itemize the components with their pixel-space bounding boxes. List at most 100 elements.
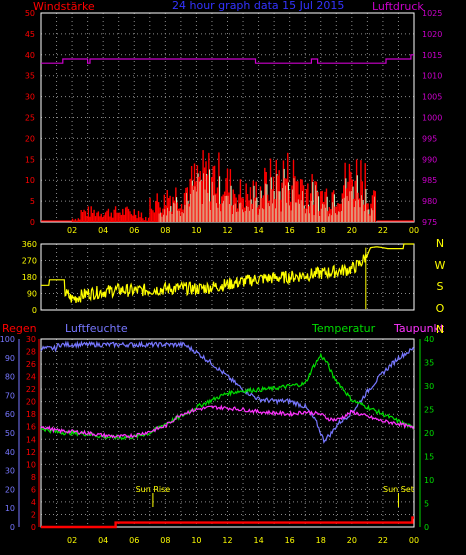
- climate-plot-frame: [40, 338, 415, 528]
- temperature-y-tick: 40: [424, 335, 434, 344]
- temperature-axis-label: Temperatur: [311, 322, 376, 335]
- wind-axis-label: Windstärke: [33, 0, 95, 13]
- dewpoint-axis-label: Taupunkt: [393, 322, 445, 335]
- humidity-y-tick: 90: [5, 354, 15, 363]
- climate-x-tick: 06: [129, 536, 139, 545]
- humidity-y-tick: 60: [5, 410, 15, 419]
- rain-y-tick: 0: [31, 523, 36, 532]
- wind-x-tick: 00: [409, 226, 419, 235]
- climate-x-tick: 12: [222, 536, 232, 545]
- pressure-y-tick: 985: [422, 176, 437, 185]
- compass-label: N: [436, 237, 444, 250]
- temperature-y-tick: 10: [424, 476, 434, 485]
- humidity-y-tick: 10: [5, 504, 15, 513]
- wind-x-tick: 02: [67, 226, 77, 235]
- chart-title: 24 hour graph data 15 Jul 2015: [172, 0, 344, 12]
- temperature-y-tick: 25: [424, 406, 434, 415]
- rain-y-tick: 26: [26, 360, 36, 369]
- pressure-y-tick: 1005: [422, 93, 442, 102]
- humidity-y-tick: 80: [5, 373, 15, 382]
- wind-y-tick: 10: [25, 176, 35, 185]
- compass-label: N: [436, 323, 444, 336]
- pressure-axis-label: Luftdruck: [372, 0, 424, 13]
- direction-plot-frame: [40, 243, 415, 311]
- pressure-y-tick: 975: [422, 218, 437, 227]
- compass-label: O: [436, 302, 445, 315]
- wind-x-tick: 04: [98, 226, 108, 235]
- temperature-y-tick: 0: [424, 523, 429, 532]
- wind-y-tick: 50: [25, 9, 35, 18]
- temperature-y-tick: 5: [424, 500, 429, 509]
- wind-x-tick: 14: [253, 226, 263, 235]
- wind-y-tick: 0: [30, 218, 35, 227]
- wind-y-tick: 40: [25, 51, 35, 60]
- humidity-y-tick: 0: [10, 523, 15, 532]
- rain-y-tick: 18: [26, 410, 36, 419]
- temperature-y-tick: 20: [424, 429, 434, 438]
- compass-label: S: [437, 280, 444, 293]
- pressure-y-tick: 990: [422, 155, 437, 164]
- pressure-y-tick: 980: [422, 197, 437, 206]
- wind-x-tick: 10: [191, 226, 201, 235]
- rain-y-tick: 4: [31, 498, 36, 507]
- rain-y-tick: 22: [26, 385, 36, 394]
- climate-x-tick: 04: [98, 536, 108, 545]
- wind-y-tick: 5: [30, 197, 35, 206]
- pressure-y-tick: 1020: [422, 30, 442, 39]
- climate-x-tick: 18: [316, 536, 326, 545]
- direction-y-tick: 90: [27, 290, 37, 299]
- climate-x-tick: 08: [160, 536, 170, 545]
- humidity-y-tick: 40: [5, 448, 15, 457]
- wind-direction-line: [41, 243, 414, 303]
- temperature-y-tick: 15: [424, 453, 434, 462]
- humidity-y-tick: 50: [5, 429, 15, 438]
- compass-label: W: [435, 259, 446, 272]
- rain-axis-label: Regen: [2, 322, 37, 335]
- wind-y-tick: 15: [25, 155, 35, 164]
- rain-y-tick: 8: [31, 473, 36, 482]
- climate-x-tick: 00: [409, 536, 419, 545]
- wind-y-tick: 35: [25, 72, 35, 81]
- direction-y-tick: 0: [32, 306, 37, 315]
- wind-bars: [71, 150, 376, 222]
- wind-x-tick: 12: [222, 226, 232, 235]
- pressure-y-tick: 1010: [422, 72, 442, 81]
- wind-x-tick: 20: [347, 226, 357, 235]
- temperature-y-tick: 35: [424, 359, 434, 368]
- direction-y-tick: 180: [22, 273, 37, 282]
- rain-y-tick: 14: [26, 435, 36, 444]
- pressure-y-tick: 1000: [422, 114, 442, 123]
- rain-y-tick: 28: [26, 348, 36, 357]
- pressure-line: [41, 54, 414, 64]
- wind-y-tick: 45: [25, 30, 35, 39]
- climate-x-tick: 14: [253, 536, 263, 545]
- temperature-y-tick: 30: [424, 382, 434, 391]
- rain-y-tick: 30: [26, 335, 36, 344]
- climate-x-tick: 22: [378, 536, 388, 545]
- humidity-y-tick: 20: [5, 485, 15, 494]
- rain-y-tick: 6: [31, 485, 36, 494]
- rain-y-tick: 20: [26, 398, 36, 407]
- climate-x-tick: 20: [347, 536, 357, 545]
- wind-y-tick: 30: [25, 93, 35, 102]
- pressure-y-tick: 1015: [422, 51, 442, 60]
- sun-event-label: Sun Rise: [136, 485, 171, 494]
- dewpoint-line: [40, 404, 415, 439]
- direction-y-tick: 360: [22, 240, 37, 249]
- humidity-axis-label: Luftfeuchte: [65, 322, 128, 335]
- climate-x-tick: 16: [285, 536, 295, 545]
- rain-y-tick: 24: [26, 373, 36, 382]
- wind-y-tick: 20: [25, 134, 35, 143]
- pressure-y-tick: 995: [422, 134, 437, 143]
- direction-y-tick: 270: [22, 257, 37, 266]
- rain-y-tick: 12: [26, 448, 36, 457]
- climate-x-tick: 10: [191, 536, 201, 545]
- rain-y-tick: 2: [31, 510, 36, 519]
- wind-x-tick: 16: [285, 226, 295, 235]
- wind-x-tick: 22: [378, 226, 388, 235]
- rain-line: [41, 516, 414, 529]
- humidity-y-tick: 70: [5, 391, 15, 400]
- wind-x-tick: 08: [160, 226, 170, 235]
- wind-y-tick: 25: [25, 114, 35, 123]
